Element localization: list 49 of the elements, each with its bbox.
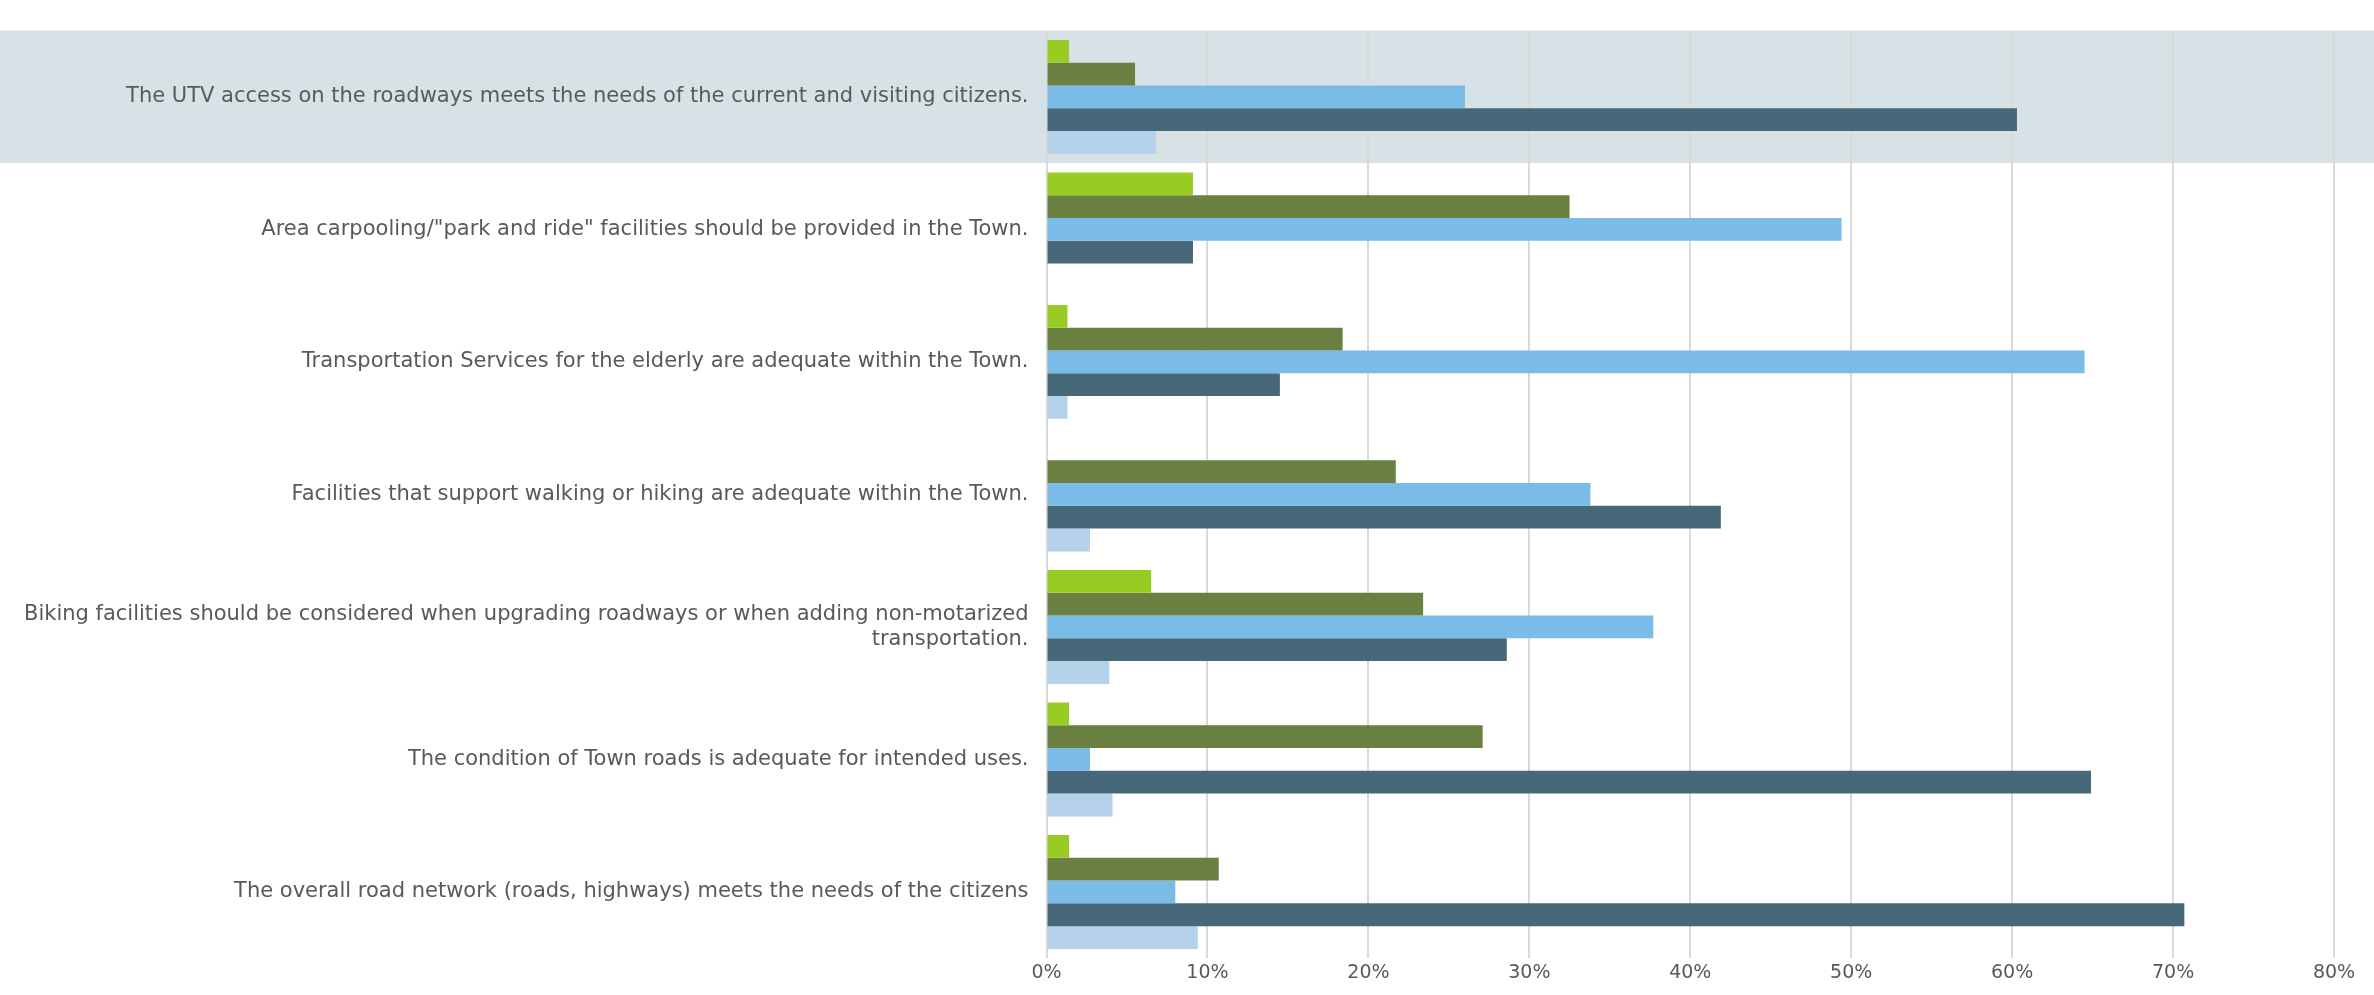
bar bbox=[1047, 748, 1090, 771]
bar bbox=[1047, 483, 1591, 506]
x-tick-label: 10% bbox=[1186, 959, 1229, 982]
x-tick-label: 40% bbox=[1669, 959, 1712, 982]
y-tick-label: Transportation Services for the elderly are adequate within the Town. bbox=[300, 348, 1029, 373]
x-tick-label: 80% bbox=[2312, 959, 2356, 982]
bar bbox=[1047, 62, 1136, 86]
y-tick-label: The overall road network (roads, highways) meets the needs of the citizens bbox=[233, 878, 1029, 903]
bar bbox=[1047, 857, 1219, 881]
bar bbox=[1047, 131, 1156, 154]
bar bbox=[1047, 396, 1068, 419]
x-tick-label: 70% bbox=[2151, 959, 2195, 982]
y-tick-label: Biking facilities should be considered when upgrading roadways or when adding non-motarized transportation. bbox=[23, 600, 1029, 650]
bar bbox=[1047, 528, 1090, 552]
bar bbox=[1047, 702, 1070, 726]
bar bbox=[1047, 505, 1721, 529]
bar bbox=[1047, 304, 1068, 328]
y-tick-label: Area carpooling/"park and ride" facilities should be provided in the Town. bbox=[261, 215, 1029, 240]
bar bbox=[1047, 350, 2085, 374]
bar bbox=[1047, 793, 1113, 817]
bar bbox=[1047, 569, 1152, 593]
x-tick-label: 30% bbox=[1508, 959, 1551, 982]
bar bbox=[1047, 834, 1070, 858]
bar bbox=[1047, 725, 1483, 749]
bar bbox=[1047, 592, 1424, 616]
bar bbox=[1047, 638, 1507, 662]
bar bbox=[1047, 926, 1198, 949]
y-tick-label: Facilities that support walking or hiking are adequate within the Town. bbox=[291, 480, 1029, 505]
bar bbox=[1047, 661, 1110, 684]
x-tick-label: 20% bbox=[1347, 959, 1390, 982]
bar bbox=[1047, 108, 2017, 132]
bar bbox=[1047, 903, 2185, 927]
y-tick-label: The condition of Town roads is adequate for intended uses. bbox=[406, 745, 1029, 770]
x-tick-label: 60% bbox=[1991, 959, 2034, 982]
y-tick-label: The UTV access on the roadways meets the needs of the current and visiting citizens. bbox=[125, 83, 1029, 108]
bar bbox=[1047, 615, 1654, 639]
x-tick-label: 50% bbox=[1830, 959, 1873, 982]
bar bbox=[1047, 240, 1193, 264]
bar bbox=[1047, 195, 1570, 218]
bar bbox=[1047, 327, 1343, 351]
bar bbox=[1047, 217, 1842, 241]
bar bbox=[1047, 460, 1396, 483]
bar bbox=[1047, 85, 1465, 109]
bar bbox=[1047, 373, 1280, 397]
bar bbox=[1047, 172, 1193, 196]
x-tick-label: 0% bbox=[1031, 959, 1062, 982]
bar bbox=[1047, 880, 1176, 904]
bar bbox=[1047, 39, 1070, 63]
bar bbox=[1047, 770, 2091, 794]
